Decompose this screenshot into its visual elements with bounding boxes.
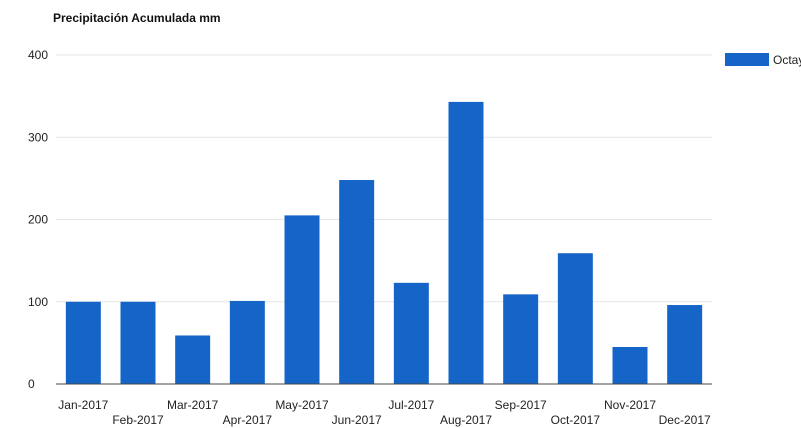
bar[interactable] [120,301,156,384]
bar[interactable] [557,253,593,384]
x-tick-label: Jan-2017 [58,398,108,412]
legend[interactable]: Octay [725,53,801,67]
x-tick-label: Aug-2017 [440,413,492,427]
y-tick-label: 400 [28,48,48,62]
bar[interactable] [284,215,320,384]
x-tick-label: Feb-2017 [112,413,164,427]
x-tick-label: Oct-2017 [551,413,601,427]
bar[interactable] [612,346,648,384]
bar[interactable] [339,180,375,384]
bar[interactable] [393,282,429,384]
x-tick-label: Apr-2017 [223,413,273,427]
y-axis-ticks: 0 100 200 300 400 [28,48,48,391]
y-tick-label: 100 [28,295,48,309]
y-tick-label: 300 [28,130,48,144]
x-tick-label: Jul-2017 [388,398,434,412]
x-tick-label: May-2017 [275,398,329,412]
bar[interactable] [448,101,484,384]
legend-label: Octay [773,53,801,67]
legend-swatch [725,53,769,66]
x-tick-label: Nov-2017 [604,398,656,412]
bar[interactable] [65,301,101,384]
bar[interactable] [175,335,211,384]
bar[interactable] [503,294,539,384]
y-tick-label: 0 [28,377,35,391]
gridlines [56,54,712,303]
bars [65,101,703,384]
chart-title: Precipitación Acumulada mm [53,11,221,25]
bar[interactable] [229,300,265,384]
bar[interactable] [667,305,703,384]
x-tick-label: Sep-2017 [495,398,547,412]
x-tick-label: Dec-2017 [659,413,711,427]
y-tick-label: 200 [28,213,48,227]
x-tick-label: Jun-2017 [332,413,382,427]
x-tick-label: Mar-2017 [167,398,219,412]
